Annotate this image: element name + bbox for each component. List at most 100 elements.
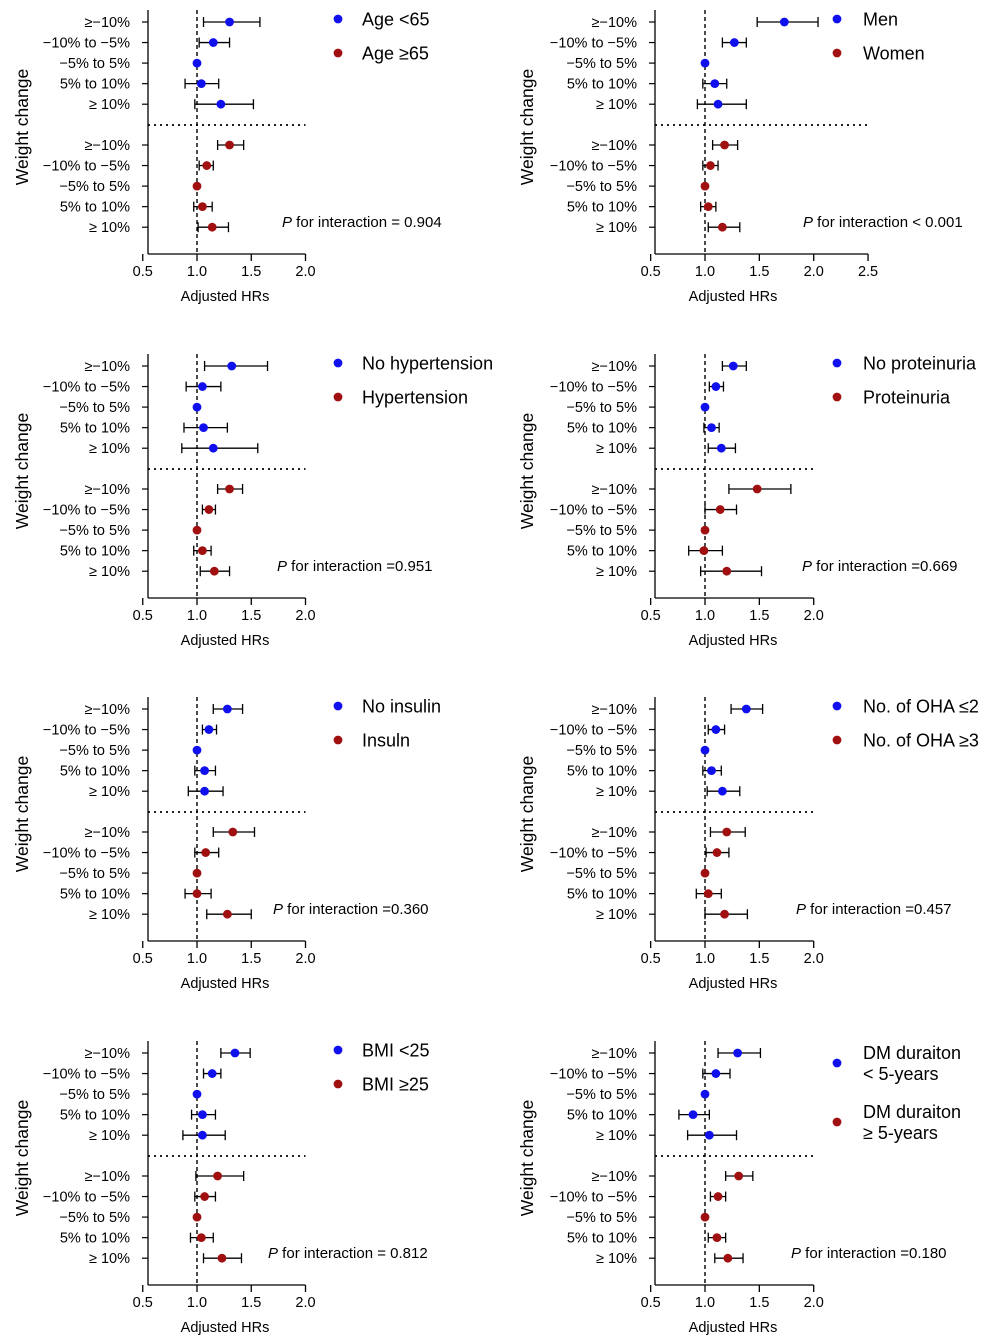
category-label: −10% to −5% (550, 846, 637, 862)
category-label: 5% to 10% (60, 764, 130, 780)
x-axis-title: Adjusted HRs (689, 633, 778, 649)
legend-label: DM duraiton ≥ 5-years (863, 1102, 961, 1143)
x-tick-label: 1.5 (749, 951, 769, 967)
hr-point (207, 222, 217, 232)
hr-point (198, 1110, 207, 1120)
x-axis-title: Adjusted HRs (181, 633, 270, 649)
hr-point (711, 382, 721, 391)
p-symbol: P (268, 1245, 278, 1262)
x-tick-label: 1.0 (695, 264, 715, 280)
legend-label: No insulin (362, 697, 441, 717)
hr-point (723, 1253, 733, 1263)
forest-panel-sex: 0.5 1.0 1.5 2.0 2.5 Adjusted HRs Weight change… (517, 10, 963, 306)
interaction-pvalue: P for interaction =0.669 (802, 558, 958, 575)
legend-label: BMI ≥25 (362, 1075, 429, 1095)
category-label: ≥ 10% (596, 441, 637, 457)
forest-panel-hypertension: 0.5 1.0 1.5 2.0 Adjusted HRs Weight change ≥−1… (12, 354, 493, 650)
hr-point (200, 786, 209, 796)
hr-point (741, 704, 751, 714)
hr-point (711, 1069, 721, 1078)
legend-marker (832, 392, 842, 402)
legend-label: Age <65 (362, 10, 430, 30)
legend-label: No. of OHA ≥3 (863, 731, 979, 751)
y-axis-title: Weight change (517, 413, 537, 529)
interaction-pvalue: P for interaction =0.457 (796, 901, 952, 918)
interaction-text: for interaction = 0.904 (292, 214, 442, 231)
legend-marker (333, 701, 343, 711)
legend-marker (333, 392, 343, 402)
category-label: −10% to −5% (43, 1190, 130, 1206)
y-axis-title: Weight change (517, 69, 537, 185)
hr-point (225, 17, 234, 27)
category-label: ≥ 10% (89, 220, 130, 236)
hr-point (729, 38, 739, 47)
category-label: ≥ 10% (89, 1251, 130, 1267)
legend-label: No proteinuria (863, 354, 977, 374)
x-axis-title: Adjusted HRs (181, 976, 270, 992)
category-label: ≥ 10% (89, 784, 130, 800)
legend-label: Women (863, 44, 925, 64)
hr-point (700, 1089, 710, 1099)
hr-point (204, 505, 214, 514)
hr-point (213, 1171, 223, 1181)
interaction-pvalue: P for interaction =0.951 (277, 558, 433, 575)
interaction-pvalue: P for interaction =0.360 (273, 901, 429, 918)
hr-point (712, 848, 722, 857)
legend-label: No. of OHA ≤2 (863, 697, 979, 717)
legend-label-line: ≥ 5-years (863, 1123, 938, 1143)
y-axis-title: Weight change (12, 69, 32, 185)
category-label: −5% to 5% (566, 743, 637, 759)
hr-point (200, 1192, 209, 1201)
x-axis-title: Adjusted HRs (181, 1320, 270, 1336)
x-axis-title: Adjusted HRs (181, 289, 270, 305)
interaction-pvalue: P for interaction =0.180 (791, 1245, 947, 1262)
hr-point (717, 786, 727, 796)
x-tick-label: 2.5 (858, 264, 878, 280)
category-label: ≥ 10% (596, 784, 637, 800)
category-label: −5% to 5% (59, 179, 130, 195)
hr-point (192, 402, 202, 412)
category-label: −10% to −5% (43, 159, 130, 175)
interaction-text: for interaction =0.360 (283, 901, 429, 918)
category-label: −10% to −5% (550, 380, 637, 396)
x-tick-label: 1.5 (749, 608, 769, 624)
category-label: −10% to −5% (550, 723, 637, 739)
category-label: ≥ 10% (596, 564, 637, 580)
hr-point (225, 484, 234, 494)
category-label: −5% to 5% (59, 1210, 130, 1226)
x-axis-title: Adjusted HRs (689, 1320, 778, 1336)
hr-point (716, 443, 726, 453)
hr-point (779, 17, 789, 27)
hr-point (700, 1212, 710, 1222)
category-label: ≥−10% (592, 138, 638, 154)
x-tick-label: 0.5 (133, 264, 153, 280)
category-label: ≥−10% (85, 825, 131, 841)
category-label: −10% to −5% (43, 503, 130, 519)
y-axis-title: Weight change (12, 756, 32, 872)
hr-point (700, 868, 710, 878)
p-symbol: P (282, 214, 292, 231)
category-label: −10% to −5% (550, 1190, 637, 1206)
forest-panel-insulin: 0.5 1.0 1.5 2.0 Adjusted HRs Weight change ≥−1… (12, 697, 441, 993)
y-axis-title: Weight change (12, 413, 32, 529)
hr-point (230, 1048, 240, 1058)
category-label: 5% to 10% (60, 200, 130, 216)
category-label: ≥−10% (592, 482, 638, 498)
interaction-text: for interaction < 0.001 (813, 214, 963, 231)
category-label: 5% to 10% (567, 421, 637, 437)
category-label: −10% to −5% (550, 1067, 637, 1083)
p-symbol: P (791, 1245, 801, 1262)
hr-point (700, 58, 710, 68)
category-label: 5% to 10% (567, 1231, 637, 1247)
x-tick-label: 2.0 (804, 608, 824, 624)
legend-label: No hypertension (362, 354, 493, 374)
hr-point (722, 566, 732, 576)
legend-marker (333, 735, 343, 745)
category-label: −10% to −5% (550, 159, 637, 175)
category-label: ≥−10% (592, 1046, 638, 1062)
hr-point (208, 38, 218, 47)
category-label: ≥−10% (85, 1169, 131, 1185)
legend-label-line: DM duraiton (863, 1102, 961, 1122)
category-label: ≥−10% (592, 1169, 638, 1185)
